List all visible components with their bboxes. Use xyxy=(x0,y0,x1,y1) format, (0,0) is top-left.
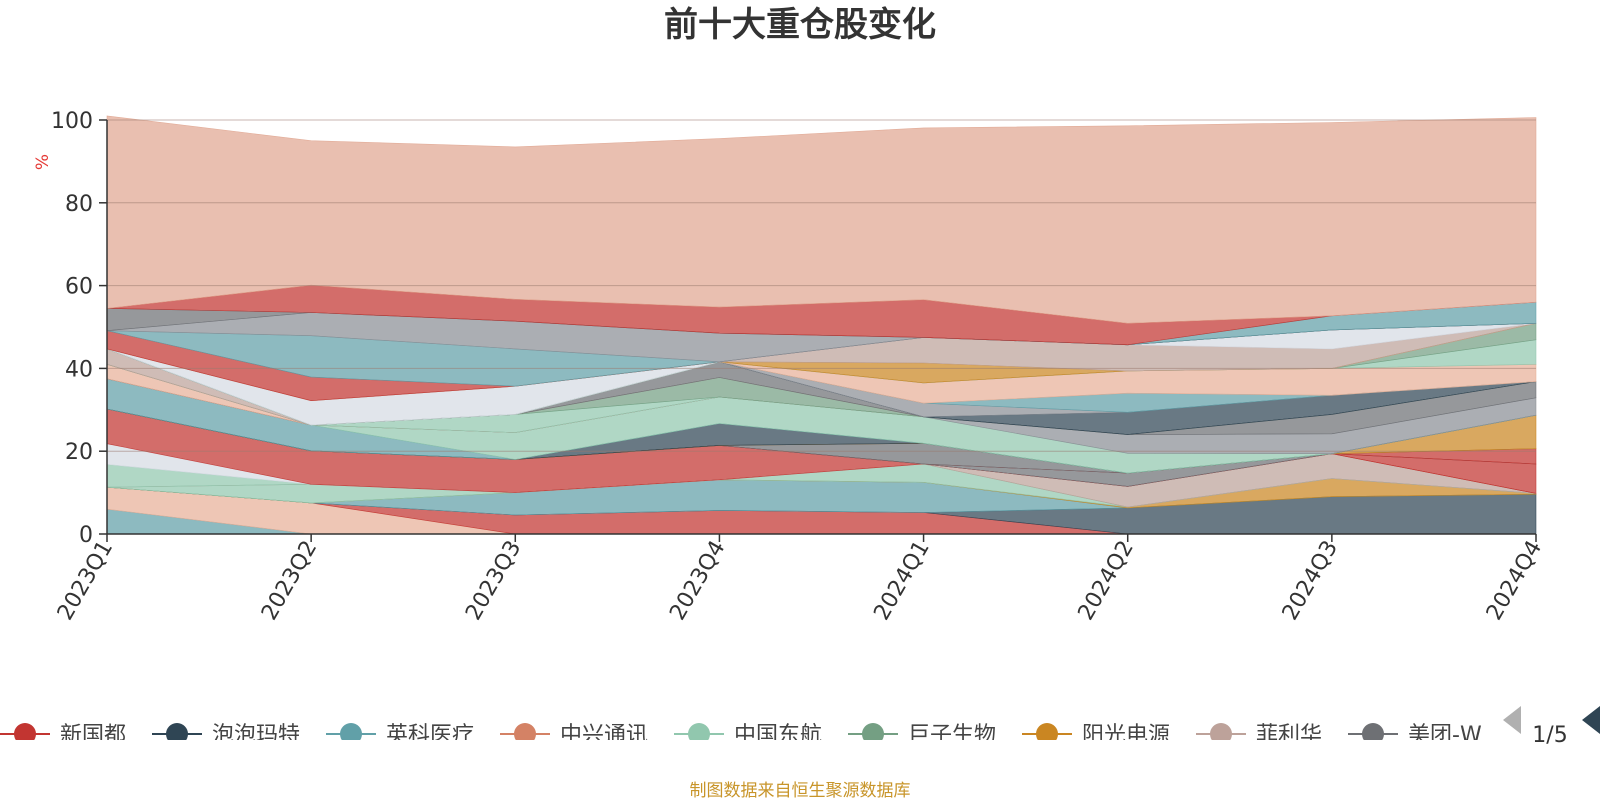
legend-label: 巨子生物 xyxy=(908,723,996,748)
y-tick-label: 60 xyxy=(65,275,93,300)
legend-pager: 1/5 xyxy=(1503,706,1600,748)
legend-label: 英科医疗 xyxy=(386,723,474,748)
y-tick-label: 20 xyxy=(65,440,93,465)
legend-item-4[interactable]: 中国东航 xyxy=(674,723,822,748)
x-tick-label: 2024Q2 xyxy=(1074,537,1139,625)
y-tick-label: 80 xyxy=(65,192,93,217)
legend-item-1[interactable]: 泡泡玛特 xyxy=(152,723,300,748)
x-tick-label: 2023Q3 xyxy=(461,537,526,625)
legend-marker-icon xyxy=(166,723,188,740)
legend-marker-icon xyxy=(14,723,36,740)
area-band-43 xyxy=(106,115,1537,324)
legend-item-0[interactable]: 新国都 xyxy=(0,723,126,748)
y-tick-label: 100 xyxy=(51,109,93,134)
legend-item-2[interactable]: 英科医疗 xyxy=(326,723,474,748)
x-tick-label: 2023Q2 xyxy=(257,537,322,625)
legend-label: 阳光电源 xyxy=(1082,723,1170,748)
legend-marker-icon xyxy=(1036,723,1058,740)
legend-label: 新国都 xyxy=(60,723,126,748)
legend-next-arrow-icon[interactable] xyxy=(1582,706,1600,734)
legend-item-7[interactable]: 菲利华 xyxy=(1196,723,1322,748)
legend-marker-icon xyxy=(514,723,536,740)
chart-title: 前十大重仓股变化 xyxy=(664,5,936,45)
legend-marker-icon xyxy=(1362,723,1384,740)
legend-label: 菲利华 xyxy=(1256,723,1322,748)
x-tick-label: 2023Q1 xyxy=(53,537,118,625)
area-bands xyxy=(106,115,1537,535)
legend-marker-icon xyxy=(340,723,362,740)
x-tick-label: 2023Q4 xyxy=(665,537,730,625)
x-tick-label: 2024Q3 xyxy=(1278,537,1343,625)
legend-marker-icon xyxy=(688,723,710,740)
legend-label: 中兴通讯 xyxy=(560,723,648,748)
data-source-note: 制图数据来自恒生聚源数据库 xyxy=(690,781,911,800)
y-axis-label: % xyxy=(33,154,53,170)
legend-item-5[interactable]: 巨子生物 xyxy=(848,723,996,748)
legend-item-6[interactable]: 阳光电源 xyxy=(1022,723,1170,748)
legend: 新国都 泡泡玛特 英科医疗 中兴通讯 中国东航 巨子生物 阳光电源 菲利华 美团-W xyxy=(0,723,1482,748)
legend-label: 泡泡玛特 xyxy=(212,723,300,748)
legend-label: 中国东航 xyxy=(734,723,822,748)
x-tick-label: 2024Q4 xyxy=(1482,537,1547,625)
legend-prev-arrow-icon[interactable] xyxy=(1503,706,1521,734)
y-tick-label: 0 xyxy=(79,523,93,548)
legend-item-8[interactable]: 美团-W xyxy=(1348,723,1482,748)
y-tick-label: 40 xyxy=(65,357,93,382)
legend-marker-icon xyxy=(1210,723,1232,740)
legend-label: 美团-W xyxy=(1408,723,1482,748)
legend-marker-icon xyxy=(862,723,884,740)
x-tick-label: 2024Q1 xyxy=(869,537,934,625)
legend-item-3[interactable]: 中兴通讯 xyxy=(500,723,648,748)
legend-page-indicator: 1/5 xyxy=(1532,723,1567,748)
gridlines xyxy=(107,119,1536,452)
